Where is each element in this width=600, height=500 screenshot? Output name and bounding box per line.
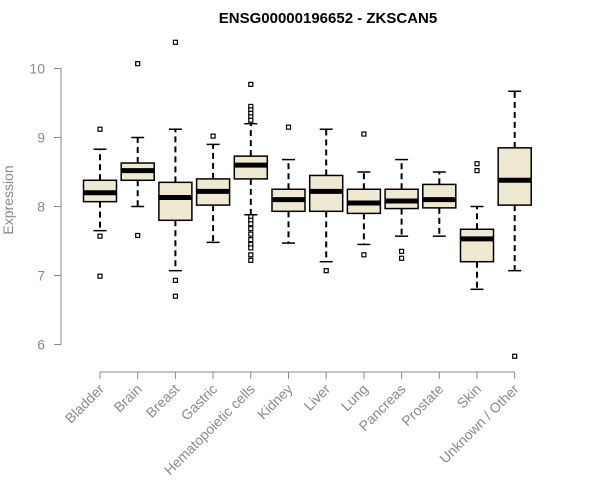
y-tick-label: 9 — [37, 130, 45, 146]
box-group — [384, 158, 419, 261]
outlier-point — [97, 273, 103, 279]
box — [497, 147, 532, 206]
x-tick-label: Brain — [110, 381, 144, 415]
y-tick-label: 6 — [37, 337, 45, 353]
outlier-point — [361, 252, 367, 258]
box-group — [195, 133, 231, 244]
outlier-point — [361, 131, 367, 137]
outlier-point — [248, 81, 254, 87]
x-tick-label: Breast — [143, 381, 183, 421]
box — [158, 181, 193, 222]
x-tick-label: Skin — [454, 381, 485, 412]
outlier-point — [248, 221, 254, 227]
box-group — [158, 39, 193, 299]
outlier-point — [248, 245, 254, 251]
x-tick-label: Lung — [338, 381, 371, 414]
outlier-point — [248, 225, 254, 232]
outlier-point — [285, 124, 292, 130]
outlier-point — [210, 133, 216, 139]
outlier-point — [135, 61, 141, 67]
plot-area — [82, 39, 532, 359]
outlier-point — [172, 39, 178, 45]
outlier-point — [474, 168, 480, 174]
box-group — [497, 90, 532, 359]
outlier-point — [512, 353, 518, 359]
outlier-point — [248, 252, 254, 258]
y-tick-label: 7 — [37, 268, 45, 284]
y-axis-label: Expression — [0, 165, 16, 234]
x-tick-label: Prostate — [398, 381, 446, 429]
y-tick-label: 10 — [29, 61, 45, 77]
outlier-point — [248, 237, 254, 243]
x-tick-label: Liver — [301, 381, 334, 414]
outlier-point — [135, 232, 141, 239]
box-group — [233, 81, 269, 263]
outlier-point — [97, 233, 103, 239]
y-tick-label: 8 — [37, 199, 45, 215]
box-group — [422, 171, 457, 237]
box-group — [346, 131, 382, 258]
outlier-point — [172, 277, 178, 283]
x-tick-label: Bladder — [62, 381, 108, 427]
chart-title: ENSG00000196652 - ZKSCAN5 — [219, 10, 437, 27]
outlier-point — [323, 268, 329, 274]
outlier-point — [248, 257, 254, 263]
x-tick-label: Kidney — [254, 381, 296, 423]
outlier-point — [172, 293, 178, 299]
box-group — [82, 126, 118, 279]
outlier-point — [248, 117, 254, 123]
box-group — [308, 128, 344, 274]
outlier-point — [474, 161, 480, 167]
box — [422, 183, 457, 209]
y-axis: 6 7 8 9 10 — [29, 61, 62, 353]
box — [459, 228, 495, 263]
outlier-point — [399, 248, 405, 254]
outlier-point — [97, 126, 103, 132]
outlier-point — [399, 255, 405, 261]
box-group — [459, 161, 495, 291]
outlier-point — [248, 231, 254, 237]
box-group — [271, 124, 306, 244]
box-group — [120, 61, 155, 239]
